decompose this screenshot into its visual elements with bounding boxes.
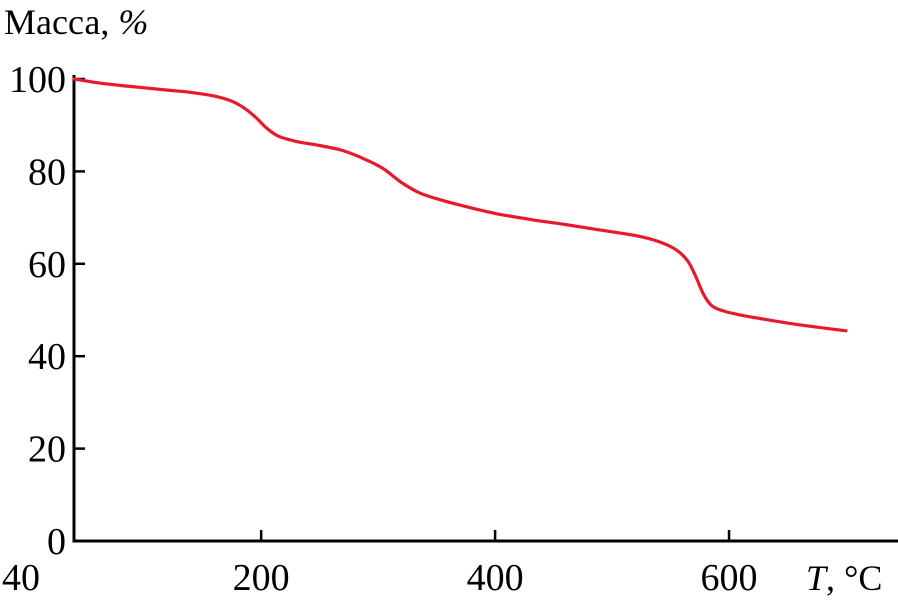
x-tick-label: 40 <box>2 557 40 599</box>
series-group <box>72 77 848 333</box>
axes <box>72 75 898 543</box>
y-axis-title: Масса, % <box>4 2 148 42</box>
x-axis-title-var: T <box>806 558 829 598</box>
x-tick-label: 200 <box>233 557 290 599</box>
x-tick-label: 600 <box>701 557 758 599</box>
x-axis-title: T, °C <box>806 558 882 598</box>
mass-loss-curve <box>72 77 848 333</box>
y-tick-label: 20 <box>28 429 66 471</box>
y-tick-label: 60 <box>28 244 66 286</box>
y-axis-ticks: 0 20 40 60 80 100 <box>9 59 85 563</box>
x-axis-ticks: 40 200 400 600 <box>2 530 758 599</box>
x-tick-label: 400 <box>467 557 524 599</box>
y-tick-label: 40 <box>28 336 66 378</box>
y-axis-title-unit: % <box>118 2 148 42</box>
y-tick-label: 80 <box>28 151 66 193</box>
x-axis-title-unit: , °C <box>826 558 882 598</box>
y-tick-label: 0 <box>47 521 66 563</box>
y-tick-label: 100 <box>9 59 66 101</box>
y-axis-title-text: Масса, <box>4 2 118 42</box>
